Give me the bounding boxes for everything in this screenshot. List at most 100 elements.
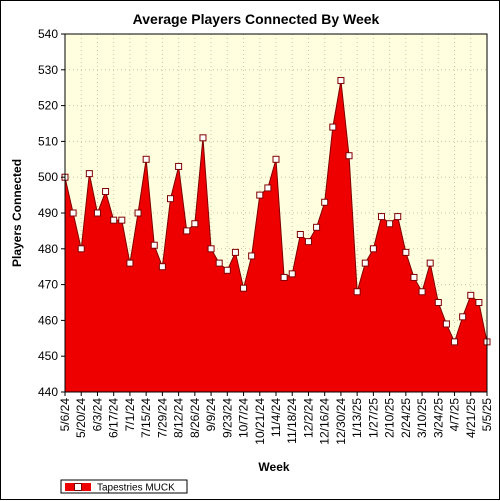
data-point [69,209,77,217]
data-point [304,238,312,246]
data-point [280,273,288,281]
data-point [288,270,296,278]
y-axis-ticks: 440 450 460 470 480 490 500 510 520 530 540 [38,27,65,399]
x-tick-label: 4/21/25 [464,398,478,438]
y-tick-label: 470 [38,278,58,292]
x-tick-label: 12/30/24 [334,398,348,445]
x-tick-label: 3/10/25 [415,398,429,438]
x-tick-label: 2/24/25 [399,398,413,438]
x-tick-label: 2/10/25 [383,398,397,438]
data-point [158,263,166,271]
x-tick-label: 1/13/25 [350,398,364,438]
y-tick-label: 500 [38,170,58,184]
data-point [231,248,239,256]
data-point [150,241,158,249]
data-point [402,248,410,256]
data-point [215,259,223,267]
y-tick-label: 440 [38,385,58,399]
data-point [451,338,459,346]
x-axis-title: Week [258,460,289,474]
data-point [126,259,134,267]
data-point [248,252,256,260]
data-point [102,188,110,196]
data-point [329,123,337,131]
data-point [264,184,272,192]
data-point [361,259,369,267]
data-point [313,223,321,231]
x-tick-label: 9/23/24 [220,398,234,438]
y-tick-label: 490 [38,206,58,220]
data-point [134,209,142,217]
x-tick-label: 7/1/24 [123,398,137,432]
y-axis-title: Players Connected [10,159,24,267]
x-tick-label: 9/9/24 [204,398,218,432]
data-point [353,288,361,296]
data-point [467,291,475,299]
data-point [207,245,215,253]
y-tick-label: 450 [38,349,58,363]
x-tick-label: 10/21/24 [253,398,267,445]
data-point [434,299,442,306]
y-tick-label: 540 [38,27,58,41]
data-point [77,245,85,253]
data-point [321,198,329,206]
data-point [199,134,207,142]
data-point [378,213,385,221]
y-tick-label: 510 [38,134,58,148]
series-area-fill [65,80,487,392]
x-axis-ticks: 5/6/24 5/20/24 6/3/24 6/17/24 7/1/24 7/15/24 7… [58,392,494,445]
legend: Tapestries MUCK [60,479,188,494]
data-point [256,191,264,199]
data-point [337,77,345,85]
data-point [240,284,248,292]
x-tick-label: 1/27/25 [366,398,380,438]
x-tick-label: 12/2/24 [301,398,315,438]
x-tick-label: 6/3/24 [90,398,104,432]
x-tick-label: 11/4/24 [269,398,283,437]
data-point [167,195,174,203]
legend-marker [74,483,82,491]
x-tick-label: 12/16/24 [318,398,332,445]
y-tick-label: 460 [38,313,58,327]
x-tick-label: 11/18/24 [285,398,299,444]
x-tick-label: 5/20/24 [74,398,88,438]
y-tick-label: 480 [38,242,58,256]
data-point [410,273,418,281]
data-point [459,313,467,321]
data-point [142,155,150,163]
legend-label: Tapestries MUCK [97,483,175,494]
data-point [369,245,377,253]
data-point [426,259,434,267]
x-tick-label: 7/29/24 [155,398,169,438]
y-tick-label: 530 [38,63,58,77]
data-point [85,170,93,178]
data-point [93,209,101,217]
data-point [475,299,483,306]
data-point [442,320,450,328]
x-tick-label: 4/7/25 [448,398,462,432]
x-tick-label: 5/5/25 [480,398,494,432]
data-point [118,216,126,224]
data-point [386,220,394,228]
data-point [272,155,280,163]
x-tick-label: 7/15/24 [139,398,153,438]
x-tick-label: 3/24/25 [431,398,445,438]
data-point [418,288,426,296]
data-point [183,227,191,235]
data-point [296,230,304,238]
legend-box [60,479,188,494]
x-tick-label: 5/6/24 [58,398,72,432]
y-tick-label: 520 [38,99,58,113]
data-point [345,152,353,160]
x-tick-label: 10/7/24 [237,398,251,438]
data-point [223,266,231,274]
x-tick-label: 6/17/24 [107,398,121,438]
data-point [394,213,402,221]
data-point [175,162,183,170]
data-point [191,220,199,228]
chart-title: Average Players Connected By Week [133,11,380,27]
x-tick-label: 8/26/24 [188,398,202,438]
x-tick-label: 8/12/24 [172,398,186,438]
